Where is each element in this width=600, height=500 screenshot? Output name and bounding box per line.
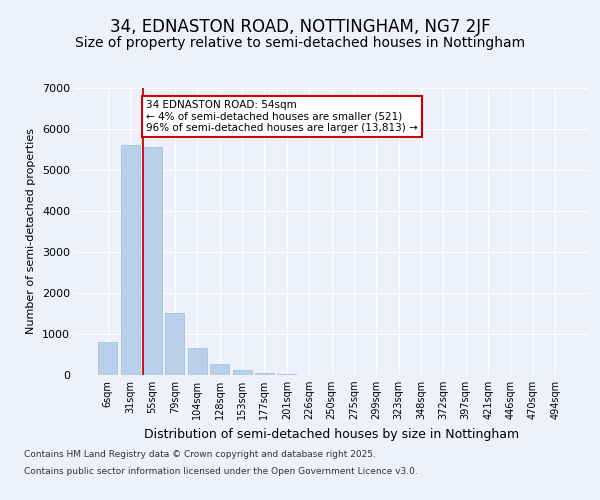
Bar [166,314,184,375]
Bar [233,370,251,375]
Text: Size of property relative to semi-detached houses in Nottingham: Size of property relative to semi-detach… [75,36,525,50]
Bar [277,374,296,375]
Text: 34, EDNASTON ROAD, NOTTINGHAM, NG7 2JF: 34, EDNASTON ROAD, NOTTINGHAM, NG7 2JF [110,18,490,36]
Bar [143,147,162,375]
Text: Contains HM Land Registry data © Crown copyright and database right 2025.: Contains HM Land Registry data © Crown c… [24,450,376,459]
Text: Contains public sector information licensed under the Open Government Licence v3: Contains public sector information licen… [24,468,418,476]
Y-axis label: Number of semi-detached properties: Number of semi-detached properties [26,128,37,334]
Bar [255,372,274,375]
Text: 34 EDNASTON ROAD: 54sqm
← 4% of semi-detached houses are smaller (521)
96% of se: 34 EDNASTON ROAD: 54sqm ← 4% of semi-det… [146,100,418,133]
Bar [98,342,118,375]
Bar [210,364,229,375]
Bar [121,145,140,375]
X-axis label: Distribution of semi-detached houses by size in Nottingham: Distribution of semi-detached houses by … [144,428,519,440]
Bar [188,348,207,375]
